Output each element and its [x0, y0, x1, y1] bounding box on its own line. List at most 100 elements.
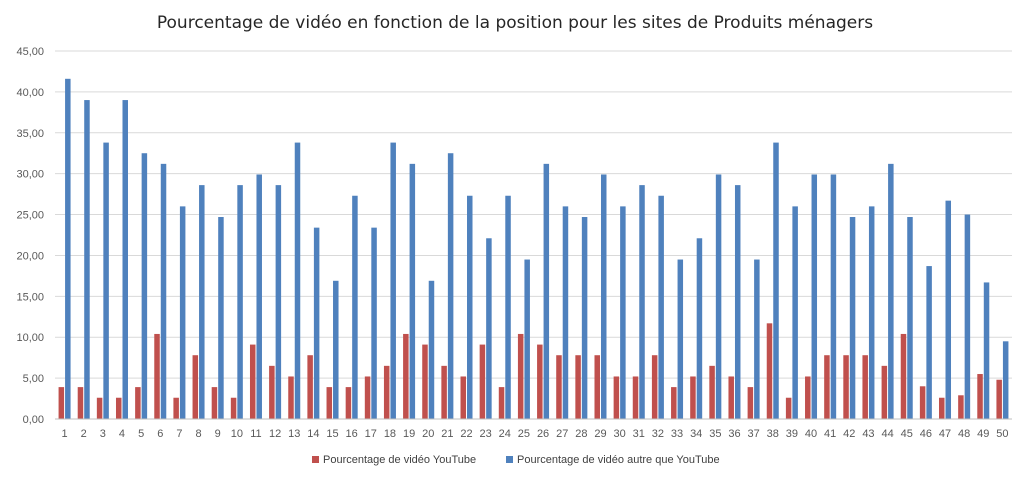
chart-title: Pourcentage de vidéo en fonction de la p…	[157, 13, 873, 33]
bar-other	[677, 259, 684, 419]
bar-other	[390, 142, 396, 419]
bar-youtube	[862, 355, 868, 419]
gridlines	[55, 50, 1012, 379]
bar-other	[849, 217, 856, 419]
bar-other	[179, 206, 186, 419]
bar-youtube	[958, 395, 964, 419]
x-tick-label: 17	[365, 428, 377, 440]
x-tick-label: 47	[939, 428, 951, 440]
bar-other	[754, 259, 760, 419]
x-tick-label: 4	[119, 428, 125, 440]
bar-other	[581, 217, 588, 419]
bar-youtube	[805, 376, 811, 419]
x-tick-label: 25	[518, 428, 530, 440]
x-tick-label: 2	[81, 428, 87, 440]
bar-youtube	[919, 386, 926, 419]
x-tick-label: 35	[709, 428, 721, 440]
x-tick-label: 29	[594, 428, 606, 440]
x-tick-label: 18	[384, 428, 396, 440]
bar-other	[888, 163, 894, 419]
bar-youtube	[728, 376, 734, 419]
bar-other	[486, 238, 492, 419]
bar-other	[103, 142, 109, 419]
bar-youtube	[594, 355, 600, 419]
bar-other	[792, 206, 798, 419]
x-tick-label: 42	[843, 428, 855, 440]
bar-other	[945, 200, 952, 419]
y-tick-label: 0,00	[23, 414, 44, 426]
bar-youtube	[517, 333, 524, 419]
bar-other	[1002, 341, 1009, 419]
bar-youtube	[498, 387, 505, 419]
bar-youtube	[154, 333, 160, 419]
bar-youtube	[556, 355, 562, 419]
x-tick-label: 10	[231, 428, 243, 440]
bar-youtube	[345, 387, 352, 419]
x-tick-label: 23	[480, 428, 492, 440]
y-tick-label: 10,00	[16, 332, 44, 344]
x-tick-label: 19	[403, 428, 415, 440]
y-tick-label: 35,00	[16, 128, 44, 140]
bar-other	[122, 100, 128, 420]
legend: Pourcentage de vidéo YouTube Pourcentage …	[312, 454, 720, 466]
bar-other	[237, 185, 243, 419]
bar-youtube	[460, 376, 467, 419]
bar-youtube	[881, 365, 888, 419]
bar-youtube	[403, 333, 409, 419]
bar-other	[811, 174, 818, 419]
bar-other	[926, 266, 932, 419]
bar-other	[600, 174, 607, 419]
x-tick-label: 21	[441, 428, 453, 440]
bar-other	[639, 185, 645, 419]
bar-youtube	[537, 344, 543, 419]
x-tick-label: 1	[62, 428, 68, 440]
x-axis-ticks: 1 2 3 4 5 6 7 8 9 10 11 12 13 14 15 16 17 18 19 20 21 22 23 24 2…	[62, 428, 1009, 440]
bar-other	[734, 185, 741, 419]
bar-youtube	[441, 365, 447, 419]
x-tick-label: 34	[690, 428, 702, 440]
y-tick-label: 30,00	[16, 169, 44, 181]
bar-other	[467, 195, 473, 419]
x-tick-label: 44	[881, 428, 893, 440]
bar-youtube	[422, 344, 428, 419]
bar-youtube	[269, 365, 275, 419]
y-tick-label: 15,00	[16, 291, 44, 303]
bar-other	[65, 78, 71, 419]
bar-youtube	[632, 376, 639, 419]
x-tick-label: 9	[215, 428, 221, 440]
bar-youtube	[575, 355, 581, 419]
bar-youtube	[115, 397, 122, 419]
x-tick-label: 7	[176, 428, 182, 440]
y-tick-label: 25,00	[16, 210, 44, 222]
y-tick-label: 40,00	[16, 87, 44, 99]
bar-other	[218, 217, 224, 419]
bar-other	[773, 142, 779, 419]
x-tick-label: 15	[326, 428, 338, 440]
bar-youtube	[709, 365, 715, 419]
y-axis-ticks: 0,00 5,00 10,00 15,00 20,00 25,00 30,00 35,00 40…	[16, 46, 44, 426]
bar-other	[428, 280, 435, 419]
bar-youtube	[977, 374, 983, 419]
legend-label: Pourcentage de vidéo YouTube	[323, 454, 476, 466]
bar-youtube	[824, 355, 830, 419]
x-tick-label: 24	[499, 428, 511, 440]
x-tick-label: 31	[633, 428, 645, 440]
x-tick-label: 30	[614, 428, 626, 440]
bar-other	[658, 195, 664, 419]
y-tick-label: 45,00	[16, 46, 44, 58]
bar-youtube	[651, 355, 658, 419]
bar-youtube	[785, 397, 792, 419]
bar-youtube	[613, 376, 620, 419]
bar-youtube	[77, 387, 84, 419]
bar-other	[524, 259, 530, 419]
x-tick-label: 39	[786, 428, 798, 440]
bar-youtube	[192, 355, 199, 419]
bar-other	[505, 195, 511, 419]
bar-youtube	[211, 387, 218, 419]
bar-youtube	[939, 397, 945, 419]
y-tick-label: 20,00	[16, 250, 44, 262]
bar-other	[256, 174, 262, 419]
x-tick-label: 36	[728, 428, 740, 440]
x-tick-label: 3	[100, 428, 106, 440]
bars	[58, 78, 1009, 420]
